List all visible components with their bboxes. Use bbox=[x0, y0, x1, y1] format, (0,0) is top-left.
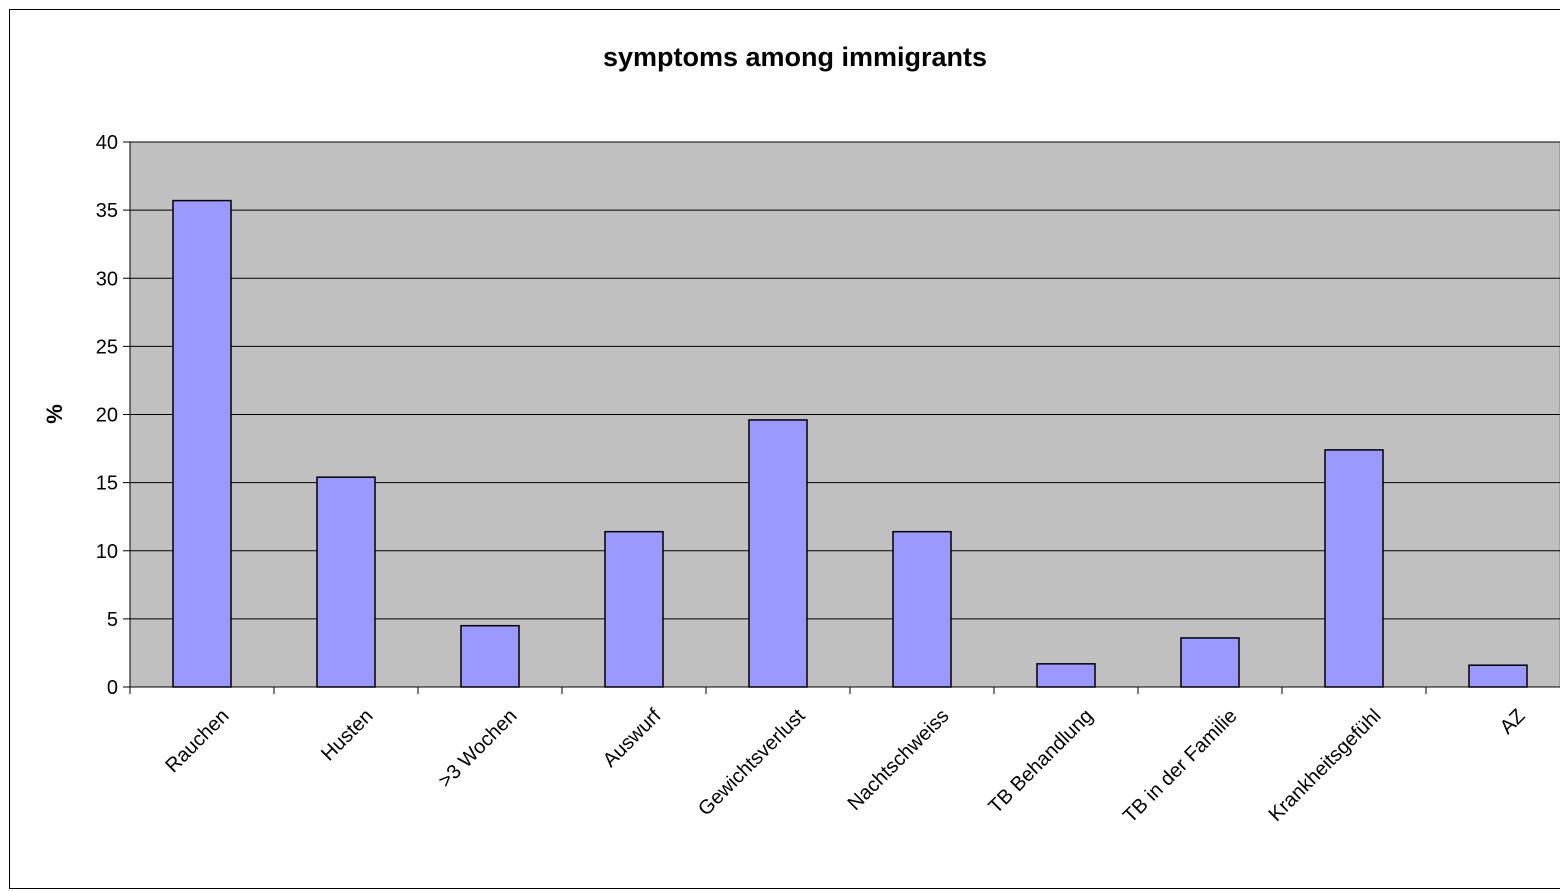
y-tick-label: 25 bbox=[96, 336, 118, 358]
bar-7 bbox=[1180, 637, 1240, 688]
bar-8 bbox=[1324, 449, 1384, 688]
x-category-label: TB Behandlung bbox=[984, 705, 1097, 818]
axes bbox=[123, 141, 1560, 694]
x-category-label: Auswurf bbox=[599, 705, 666, 772]
x-category-label: Krankheitsgefühl bbox=[1265, 705, 1386, 826]
chart-title: symptoms among immigrants bbox=[603, 42, 987, 72]
x-category-label: Gewichtsverlust bbox=[694, 705, 810, 821]
x-tick-labels: Rauchen Husten >3 Wochen Auswurf Gewichtsver… bbox=[161, 705, 1529, 828]
y-tick-labels: 0 5 10 15 20 25 30 35 40 bbox=[96, 132, 118, 699]
x-category-label: Husten bbox=[317, 705, 377, 765]
y-tick-label: 35 bbox=[96, 200, 118, 222]
y-axis-label: % bbox=[42, 404, 67, 424]
y-tick-label: 40 bbox=[96, 132, 118, 154]
y-tick-label: 20 bbox=[96, 405, 118, 427]
y-tick-label: 10 bbox=[96, 541, 118, 563]
y-tick-label: 15 bbox=[96, 473, 118, 495]
bar-2 bbox=[460, 624, 520, 688]
y-tick-label: 5 bbox=[107, 609, 118, 631]
bar-9 bbox=[1468, 664, 1528, 688]
x-category-label: >3 Wochen bbox=[434, 705, 521, 792]
x-category-label: AZ bbox=[1496, 705, 1530, 739]
y-tick-label: 0 bbox=[107, 677, 118, 699]
y-tick-label: 30 bbox=[96, 268, 118, 290]
x-category-label: Rauchen bbox=[161, 705, 233, 777]
bar-6 bbox=[1036, 663, 1096, 688]
bar-4 bbox=[748, 419, 808, 688]
bar-1 bbox=[316, 476, 376, 688]
bar-3 bbox=[604, 530, 664, 688]
bar-0 bbox=[172, 199, 232, 688]
bar-5 bbox=[892, 530, 952, 688]
x-category-label: TB in der Familie bbox=[1119, 705, 1241, 827]
bars bbox=[172, 199, 1528, 688]
x-category-label: Nachtschweiss bbox=[844, 705, 954, 815]
